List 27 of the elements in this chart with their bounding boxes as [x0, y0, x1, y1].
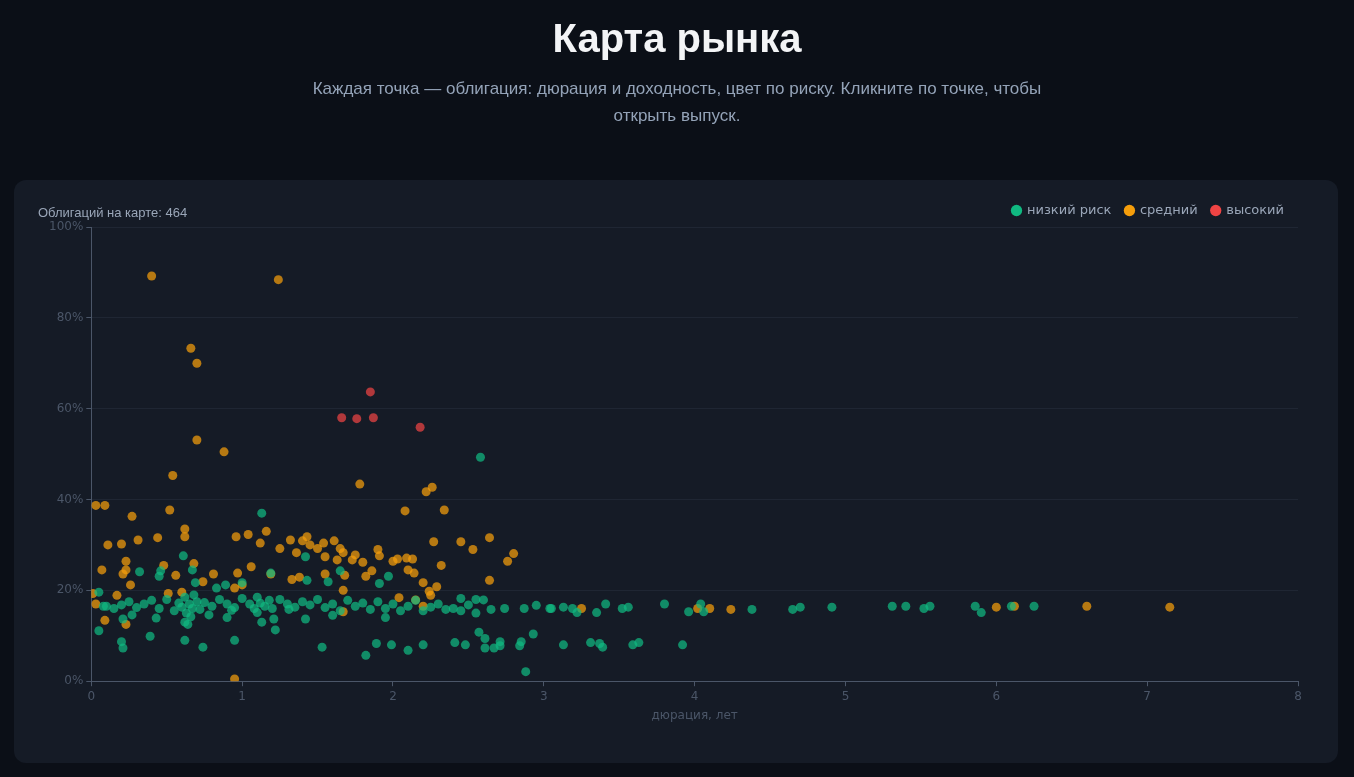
chart-subtitle: Каждая точка — облигация: дюрация и доходность, цвет по риску. Кликните по точке, чтобы открыть выпуск. — [311, 78, 1043, 128]
y-tick-label: 80% — [56, 309, 84, 324]
x-tick-label: 7 — [1143, 688, 1151, 703]
y-tick-label: 60% — [56, 400, 84, 415]
y-tick-label: 100% — [48, 219, 84, 234]
x-tick-label: 4 — [690, 688, 699, 703]
point — [365, 387, 375, 397]
x-axis-title: дюрация, лет — [651, 707, 738, 722]
x-tick-label: 6 — [992, 688, 1001, 703]
y-tick-label: 20% — [56, 582, 84, 597]
x-tick-label: 1 — [238, 688, 246, 703]
chart-title: Карта рынка — [551, 16, 803, 61]
point — [415, 422, 425, 432]
x-tick-label: 8 — [1294, 688, 1302, 703]
x-tick-label: 3 — [540, 688, 548, 703]
x-tick-label: 0 — [87, 688, 96, 703]
y-tick-label: 40% — [56, 491, 84, 506]
legend-label: средний — [1139, 201, 1198, 217]
point — [368, 413, 378, 423]
x-tick-label: 2 — [389, 688, 397, 703]
point — [337, 413, 347, 423]
point — [352, 414, 362, 424]
legend-label: высокий — [1226, 201, 1284, 217]
y-tick-label: 0% — [64, 673, 84, 688]
text: Облигаций на карте: 464 — [38, 205, 188, 220]
legend-label: низкий риск — [1027, 201, 1112, 217]
x-tick-label: 5 — [841, 688, 850, 703]
